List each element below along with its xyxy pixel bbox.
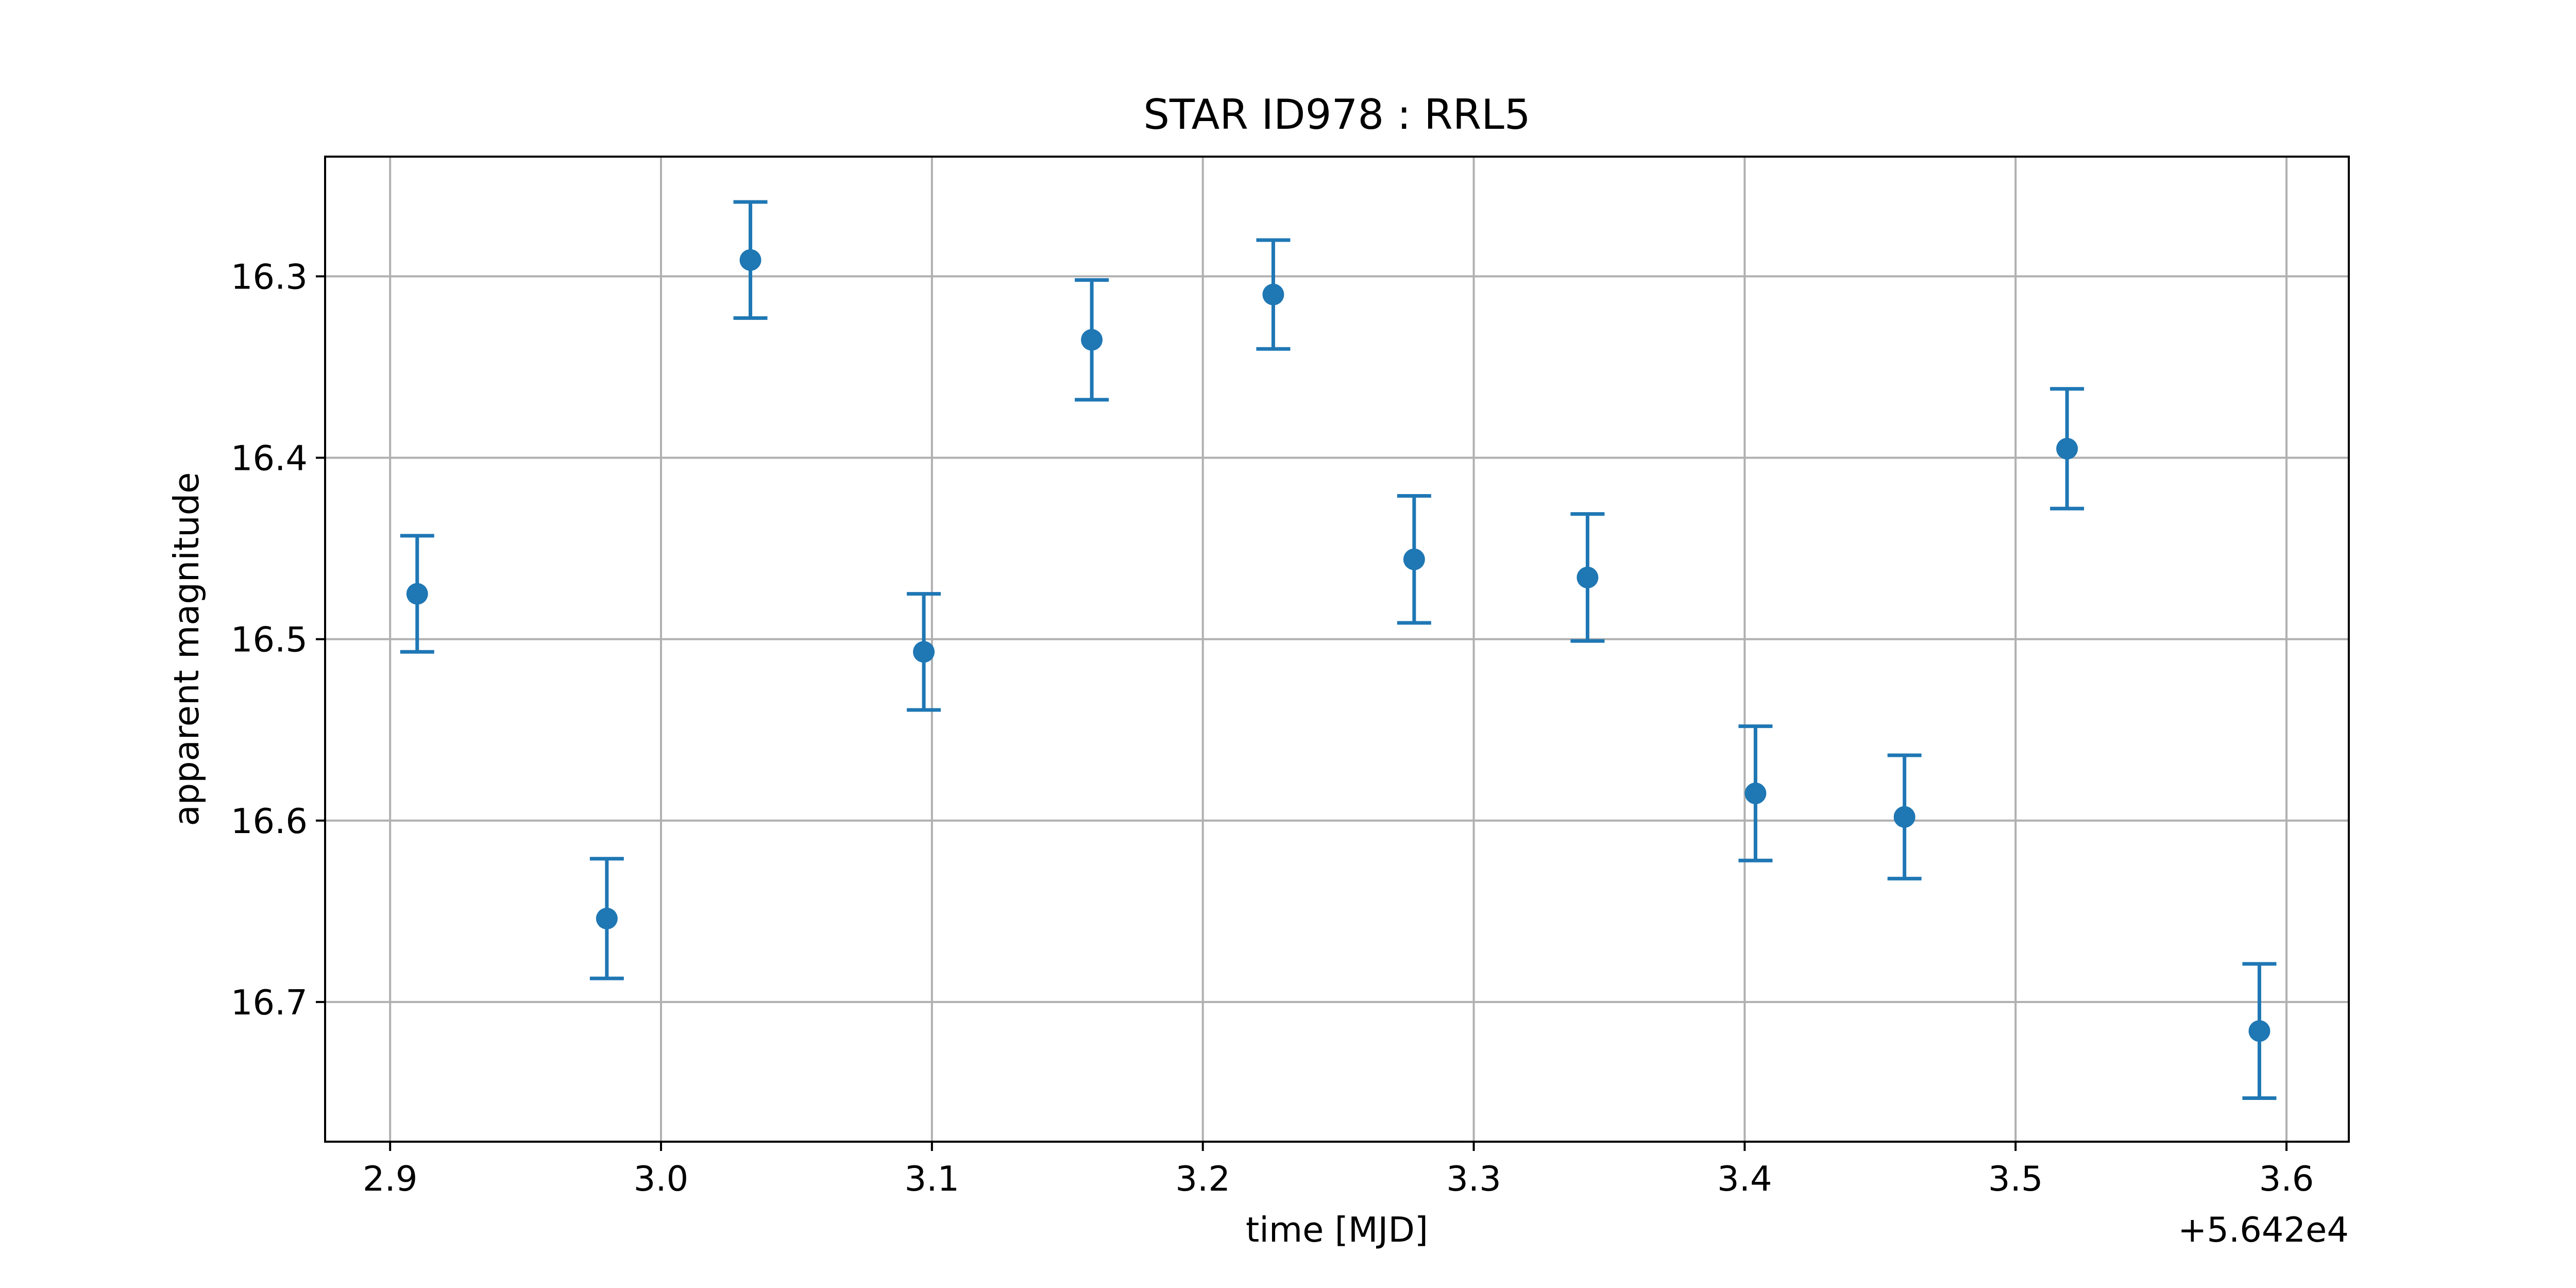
x-axis-ticks: 2.9 3.0 3.1 3.2 3.3 3.4 3.5 3.6 [363,1142,2314,1199]
y-tick-label: 16.6 [231,801,308,841]
y-tick-label: 16.5 [231,620,308,660]
x-axis-offset-label: +5.642e4 [2178,1210,2349,1250]
y-tick-label: 16.7 [231,982,308,1023]
data-point [1744,782,1767,804]
y-tick-label: 16.4 [231,438,308,479]
data-point [1081,329,1103,351]
data-point [2056,437,2078,460]
chart-title: STAR ID978 : RRL5 [1143,91,1531,139]
plot-area-background [325,157,2349,1142]
y-tick-label: 16.3 [231,257,308,297]
x-tick-label: 3.4 [1717,1159,1772,1199]
x-tick-label: 3.3 [1446,1159,1501,1199]
data-point [406,583,428,605]
data-points [406,249,2270,1042]
x-tick-label: 3.6 [2259,1159,2314,1199]
data-point [2248,1020,2270,1042]
plot-frame [324,156,2350,1143]
data-point [739,249,761,271]
data-point [1262,283,1284,306]
x-tick-label: 3.2 [1175,1159,1230,1199]
data-point [1403,548,1425,570]
y-axis-ticks: 16.3 16.4 16.5 16.6 16.7 [231,257,325,1023]
data-point [1893,806,1916,828]
data-point [913,641,935,663]
data-point [1577,566,1599,588]
x-tick-label: 3.1 [905,1159,960,1199]
x-tick-label: 3.5 [1988,1159,2043,1199]
x-tick-label: 2.9 [363,1159,418,1199]
x-tick-label: 3.0 [634,1159,689,1199]
data-point [596,907,618,929]
y-axis-label: apparent magnitude [166,472,207,826]
x-axis-label: time [MJD] [1246,1210,1428,1250]
